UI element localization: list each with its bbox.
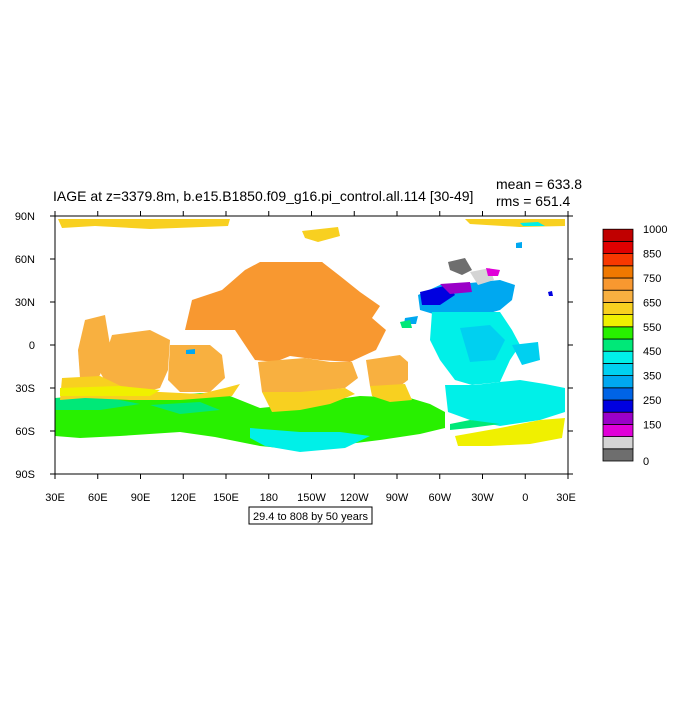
y-tick-label: 60S <box>15 426 35 438</box>
arctic-blob <box>302 227 340 242</box>
contour-info-box: 29.4 to 808 by 50 years <box>248 506 373 525</box>
colorbar-box <box>602 289 634 303</box>
atlantic-magenta <box>486 268 500 276</box>
indian-ocean-east <box>168 345 225 392</box>
colorbar-box <box>602 240 634 254</box>
x-tick-label: 120W <box>340 492 369 504</box>
indian-ocean-west <box>78 315 110 388</box>
arctic-strip-west <box>58 219 230 229</box>
x-tick-label: 150W <box>297 492 326 504</box>
y-tick-label: 30S <box>15 383 35 395</box>
x-tick-label: 180 <box>260 492 278 504</box>
colorbar: 0 150 250 350 450 550 650 750 850 1000 <box>602 224 667 468</box>
colorbar-label: 850 <box>643 249 661 261</box>
colorbar-label: 750 <box>643 273 661 285</box>
x-tick-label: 90E <box>131 492 151 504</box>
colorbar-box <box>602 277 634 291</box>
atlantic-labrador-purple <box>440 282 472 294</box>
pacific-south-yellow <box>262 388 355 412</box>
colorbar-label: 150 <box>643 419 661 431</box>
atlantic-east-light <box>512 342 540 365</box>
colorbar-label: 350 <box>643 371 661 383</box>
colorbar-box <box>602 399 634 413</box>
mean-stat: mean = 633.8 <box>496 176 582 192</box>
arctic-strip-east-cyan <box>520 222 545 226</box>
indian-cyan-dot <box>186 349 195 354</box>
atlantic-south-yellow <box>455 418 565 446</box>
colorbar-box <box>602 387 634 401</box>
atlantic-south-green <box>450 420 500 430</box>
x-tick-label: 90W <box>386 492 409 504</box>
east-blue-dot <box>548 291 553 296</box>
southern-light-green-2 <box>150 402 220 414</box>
age-field <box>55 219 565 452</box>
atlantic-south <box>445 380 565 426</box>
colorbar-box <box>602 411 634 425</box>
colorbar-box <box>602 314 634 328</box>
x-tick-label: 60W <box>428 492 451 504</box>
colorbar-box <box>602 350 634 364</box>
colorbar-box <box>602 338 634 352</box>
rms-stat: rms = 651.4 <box>496 193 571 209</box>
southern-light-green <box>55 398 140 410</box>
indian-ocean-south-strip <box>60 386 160 396</box>
colorbar-box <box>602 265 634 279</box>
pacific-se-orange <box>366 355 408 390</box>
pacific-east-yellow <box>370 384 412 402</box>
colorbar-box <box>602 301 634 315</box>
y-tick-label: 30N <box>15 297 35 309</box>
pacific-south <box>258 358 358 400</box>
arctic-cyan-dot <box>516 242 522 248</box>
x-tick-label: 30W <box>471 492 494 504</box>
x-tick-label: 150E <box>213 492 239 504</box>
colorbar-label: 0 <box>643 456 649 468</box>
y-axis-labels: 90N 60N 30N 0 30S 60S 90S <box>15 211 35 481</box>
colorbar-box <box>602 375 634 389</box>
x-tick-label: 30E <box>556 492 576 504</box>
x-tick-label: 30E <box>45 492 65 504</box>
colorbar-box <box>602 326 634 340</box>
y-tick-label: 60N <box>15 254 35 266</box>
colorbar-box <box>602 423 634 437</box>
colorbar-label: 550 <box>643 322 661 334</box>
colorbar-box <box>602 228 634 242</box>
x-tick-label: 0 <box>522 492 528 504</box>
plot-title: IAGE at z=3379.8m, b.e15.B1850.f09_g16.p… <box>53 188 473 204</box>
x-tick-label: 60E <box>88 492 108 504</box>
y-tick-label: 0 <box>29 340 35 352</box>
colorbar-box <box>602 253 634 267</box>
colorbar-box <box>602 362 634 376</box>
y-tick-label: 90S <box>15 469 35 481</box>
colorbar-label: 1000 <box>643 224 667 236</box>
contour-info-text: 29.4 to 808 by 50 years <box>253 511 368 523</box>
colorbar-box <box>602 436 634 450</box>
colorbar-box <box>602 448 634 462</box>
atlantic-gulf-green <box>400 320 412 328</box>
colorbar-label: 450 <box>643 346 661 358</box>
arctic-strip-east <box>465 219 565 227</box>
map-frame <box>50 211 573 479</box>
indian-ocean-main <box>100 330 170 396</box>
atlantic-mid-light <box>460 325 505 362</box>
x-tick-label: 120E <box>170 492 196 504</box>
y-tick-label: 90N <box>15 211 35 223</box>
x-axis-labels: 30E 60E 90E 120E 150E 180 150W 120W 90W … <box>45 492 576 504</box>
atlantic-gray-patch <box>448 258 472 275</box>
southern-cyan-band <box>250 428 370 452</box>
colorbar-label: 250 <box>643 395 661 407</box>
pacific-north <box>245 262 330 270</box>
pacific-main <box>185 262 386 362</box>
colorbar-label: 650 <box>643 297 661 309</box>
